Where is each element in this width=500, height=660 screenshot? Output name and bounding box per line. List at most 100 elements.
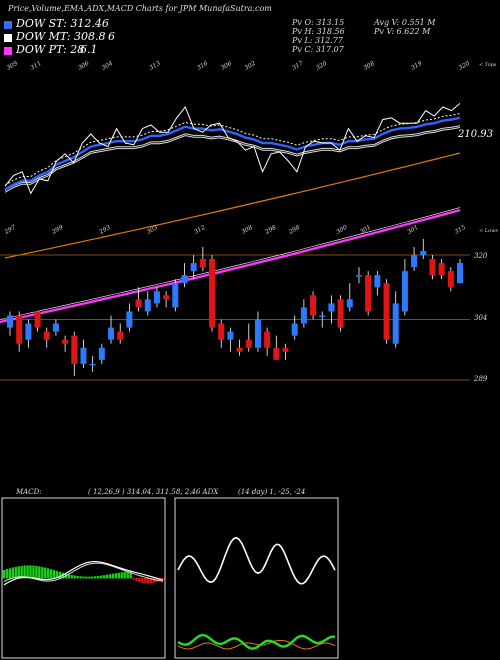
- candle-body: [245, 339, 252, 348]
- bottom-tick-label: 303: [146, 224, 160, 236]
- candle-body: [25, 323, 32, 340]
- legend-dow-pt-extra: 6.1: [80, 43, 98, 56]
- adx-di-minus-line: [177, 639, 336, 650]
- candle-body: [172, 283, 179, 308]
- macd-histogram-bar: [108, 574, 112, 579]
- macd-histogram-bar: [147, 578, 150, 584]
- price-line: [4, 103, 461, 195]
- price-tick-320: 320: [474, 252, 488, 260]
- lows-label: < Lows: [479, 228, 498, 234]
- prev-close: Pv C: 317.07: [292, 45, 344, 54]
- candle-body: [346, 299, 353, 308]
- candle-body: [383, 283, 390, 340]
- macd-histogram-bar: [111, 573, 115, 579]
- candle-body: [365, 275, 372, 312]
- candle-body: [319, 315, 326, 317]
- top-tick-label: 319: [410, 60, 424, 72]
- macd-histogram-bar: [76, 575, 79, 579]
- macd-histogram-bar: [14, 566, 17, 579]
- macd-histogram-bar: [152, 578, 156, 583]
- macd-histogram-bar: [144, 578, 147, 584]
- candle-body: [300, 307, 307, 324]
- legend-swatch-pt: [4, 47, 12, 55]
- ema-panel: [4, 103, 461, 259]
- top-tick-label: 320: [315, 60, 329, 72]
- legend-swatch-st: [4, 21, 12, 29]
- adx-main-line: [177, 536, 336, 585]
- macd-histogram-bar: [114, 573, 118, 579]
- candle-body: [190, 263, 197, 272]
- legend-dow-mt-extra: 6: [108, 30, 115, 43]
- macd-histogram-bar: [38, 566, 41, 579]
- macd-histogram-bar: [20, 565, 23, 579]
- ema-blue-line: [4, 116, 461, 191]
- avg-volume: Avg V: 0.551 M: [374, 18, 436, 27]
- macd-histogram-bar: [88, 576, 91, 579]
- candle-body: [34, 311, 41, 328]
- macd-histogram-bar: [120, 572, 123, 579]
- macd-histogram-bar: [41, 566, 44, 579]
- candle-body: [218, 323, 225, 340]
- adx-plot: [177, 536, 336, 650]
- candle-body: [7, 315, 13, 328]
- candle-body: [411, 255, 418, 268]
- candle-body: [144, 299, 151, 312]
- macd-histogram-bar: [52, 570, 56, 579]
- ema-dotted-line: [4, 113, 461, 186]
- macd-histogram-bar: [117, 572, 121, 579]
- adx-params: (14 day) 1, -25, -24: [238, 488, 305, 496]
- candle-body: [153, 291, 160, 304]
- bottom-tick-label: 308: [240, 224, 254, 236]
- top-tick-label: 317: [291, 60, 305, 72]
- legend-dow-pt: DOW PT: 28: [16, 43, 85, 56]
- top-tick-label: 311: [29, 60, 42, 72]
- bottom-tick-label: 315: [454, 224, 468, 236]
- candle-body: [43, 331, 50, 340]
- bottom-tick-label: 312: [193, 224, 207, 236]
- macd-histogram-bar: [49, 569, 53, 579]
- candle-body: [457, 263, 463, 284]
- candle-body: [420, 250, 427, 255]
- macd-histogram-bar: [67, 574, 70, 579]
- candle-body: [254, 319, 261, 348]
- price-tick-289: 289: [473, 375, 488, 383]
- dow-pt-line: [0, 208, 461, 324]
- candle-body: [447, 271, 454, 288]
- macd-label: MACD:: [15, 488, 42, 496]
- legend-dow-mt: DOW MT: 308.8: [16, 30, 106, 43]
- candle-body: [227, 331, 234, 340]
- macd-histogram-bar: [26, 565, 29, 579]
- candle-body: [209, 259, 216, 328]
- prev-open: Pv O: 313.15: [292, 18, 345, 27]
- macd-histogram-bar: [79, 576, 82, 579]
- prev-volume: Pv V: 6.622 M: [374, 27, 431, 36]
- candle-body: [264, 331, 271, 348]
- macd-histogram-bar: [70, 574, 73, 579]
- macd-histogram-bar: [135, 578, 138, 581]
- macd-histogram-bar: [11, 567, 15, 579]
- chart-title: Price,Volume,EMA,ADX,MACD Charts for JPM…: [8, 4, 272, 13]
- candle-body: [181, 275, 188, 284]
- macd-histogram-bar: [91, 576, 94, 579]
- macd-histogram-bar: [23, 565, 26, 579]
- top-tick-label: 316: [196, 60, 210, 72]
- candle-body: [62, 339, 69, 344]
- adx-di-plus-line: [177, 633, 336, 650]
- candle-body: [163, 295, 170, 300]
- macd-histogram-bar: [17, 566, 20, 579]
- candle-body: [401, 271, 408, 312]
- legend-swatch-mt: [4, 34, 12, 42]
- candle-body: [337, 299, 344, 328]
- tops-label: < Tops: [479, 62, 497, 68]
- macd-histogram-bar: [150, 578, 153, 584]
- top-tick-label: 320: [458, 60, 472, 72]
- candle-body: [374, 275, 381, 288]
- ema-long-line: [4, 152, 461, 259]
- candle-body: [71, 335, 78, 364]
- top-tick-label: 306: [77, 60, 91, 72]
- bottom-tick-label: 300: [335, 224, 349, 236]
- macd-histogram-bar: [94, 576, 97, 579]
- candle-body: [89, 363, 96, 366]
- candle-body: [310, 295, 317, 316]
